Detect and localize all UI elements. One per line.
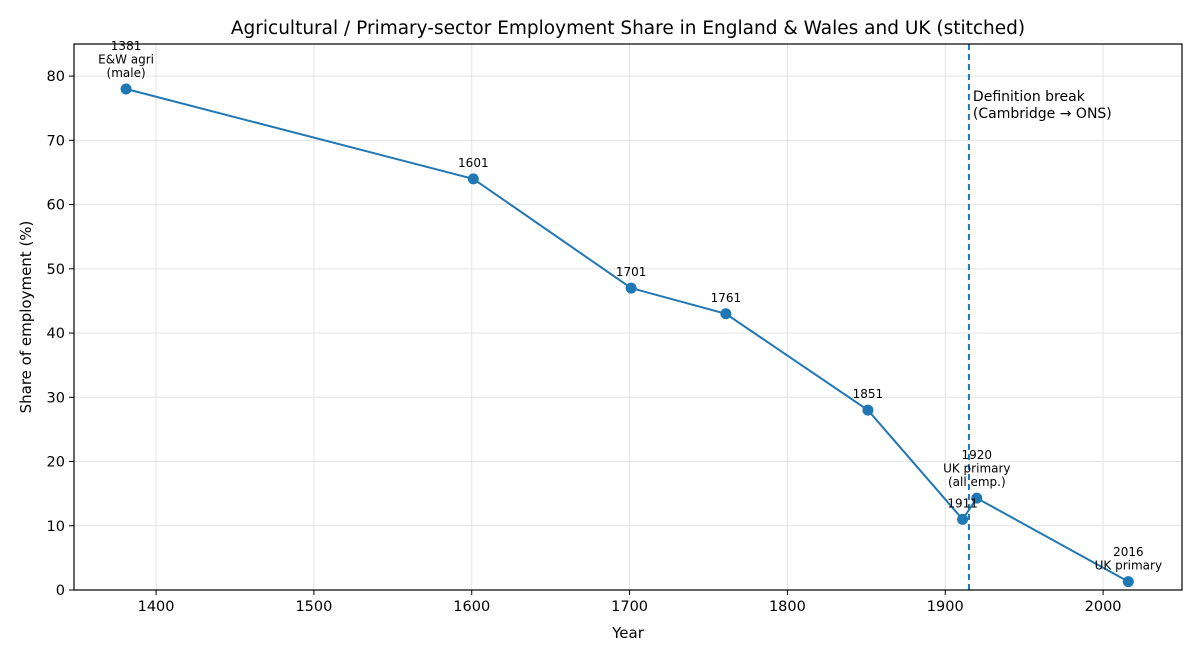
point-label-line: 1761 — [711, 291, 742, 305]
y-tick-label: 80 — [47, 69, 65, 85]
point-label: 1911 — [947, 496, 978, 510]
point-label-line: 1920 — [962, 448, 993, 462]
y-tick-label: 20 — [47, 455, 65, 471]
point-label: 1381 E&W agri (male) — [98, 39, 154, 80]
point-label: 1851 — [853, 387, 884, 401]
y-axis-label: Share of employment (%) — [17, 221, 35, 414]
axis-ticks: 1400 1500 1600 1700 1800 1900 2000 0 10 20 30 40 50 6… — [47, 69, 1122, 615]
data-point — [625, 282, 637, 294]
data-point — [1122, 576, 1134, 588]
x-tick-label: 2000 — [1085, 599, 1122, 615]
series-line — [125, 87, 1129, 583]
x-tick-label: 1800 — [769, 599, 806, 615]
point-label-line: E&W agri — [98, 52, 154, 66]
point-label-line: UK primary — [943, 462, 1010, 476]
point-label-line: 1911 — [947, 496, 978, 510]
data-point — [862, 404, 874, 416]
point-label-line: 1381 — [111, 39, 142, 53]
point-label-line: 1601 — [458, 156, 489, 170]
y-tick-label: 30 — [47, 390, 65, 406]
x-tick-label: 1900 — [927, 599, 964, 615]
x-tick-label: 1400 — [138, 599, 175, 615]
data-point — [957, 513, 969, 525]
x-tick-label: 1500 — [295, 599, 332, 615]
point-label-line: 1851 — [853, 387, 884, 401]
x-tick-label: 1600 — [453, 599, 490, 615]
point-label-line: (male) — [107, 66, 146, 80]
data-point — [467, 173, 479, 185]
definition-break-label: Definition break (Cambridge → ONS) — [973, 89, 1112, 122]
data-point — [120, 83, 132, 95]
y-tick-label: 60 — [47, 198, 65, 214]
chart-title: Agricultural / Primary-sector Employment… — [231, 18, 1025, 39]
point-label-line: 2016 — [1113, 545, 1144, 559]
point-label-line: UK primary — [1095, 559, 1162, 573]
y-tick-label: 40 — [47, 326, 65, 342]
definition-break-label-line: (Cambridge → ONS) — [973, 106, 1112, 122]
definition-break-marker: Definition break (Cambridge → ONS) — [967, 44, 1112, 590]
point-label: 1761 — [711, 291, 742, 305]
point-label: 1601 — [458, 156, 489, 170]
series-group — [120, 83, 1134, 588]
point-label: 2016 UK primary — [1095, 545, 1162, 573]
data-point — [971, 492, 983, 504]
y-tick-label: 50 — [47, 262, 65, 278]
data-point — [720, 308, 732, 320]
point-label: 1920 UK primary (all emp.) — [943, 448, 1010, 489]
y-tick-label: 10 — [47, 519, 65, 535]
y-tick-label: 70 — [47, 133, 65, 149]
x-axis-label: Year — [611, 624, 645, 642]
definition-break-label-line: Definition break — [973, 89, 1086, 105]
grid-lines — [74, 44, 1182, 591]
y-tick-label: 0 — [56, 583, 65, 599]
point-label-line: 1701 — [616, 265, 647, 279]
point-label-line: (all emp.) — [948, 475, 1006, 489]
plot-frame — [73, 43, 1183, 591]
point-label: 1701 — [616, 265, 647, 279]
point-labels: 1381 E&W agri (male) 1601 1701 1761 1851 1911 19… — [98, 39, 1162, 573]
x-tick-label: 1700 — [611, 599, 648, 615]
